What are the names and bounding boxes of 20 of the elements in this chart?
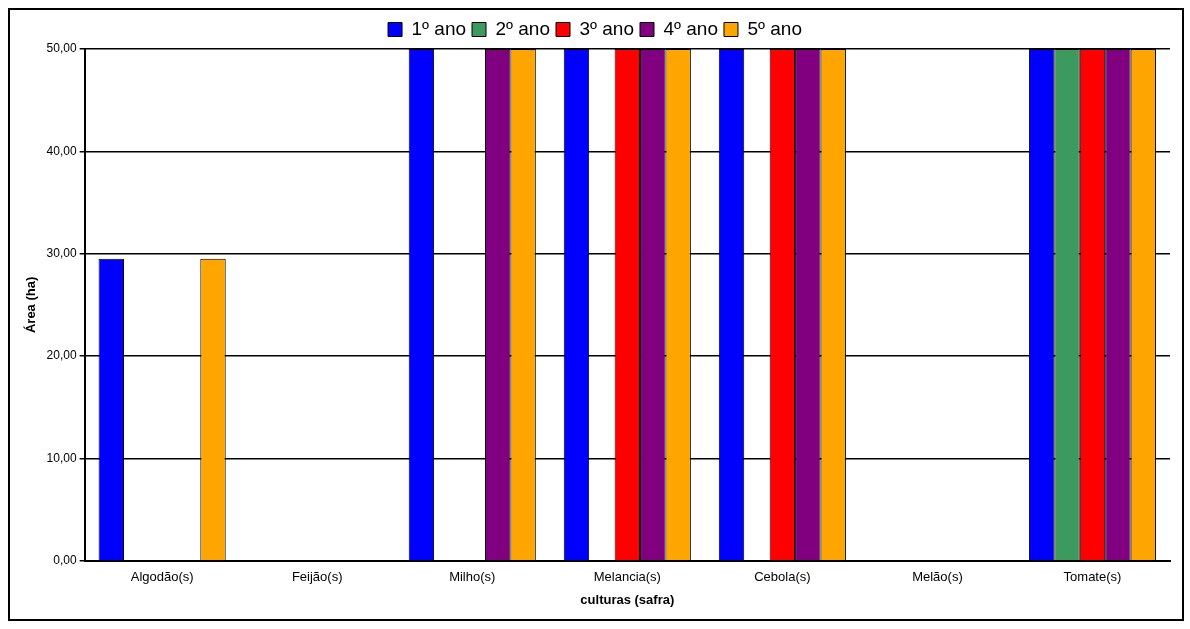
x-tick-label: Melancia(s) bbox=[593, 569, 661, 585]
x-tick-label: Melão(s) bbox=[912, 569, 963, 585]
y-tick-label: 10,00 bbox=[46, 450, 77, 465]
y-tick-label: 0,00 bbox=[53, 553, 77, 568]
legend-label: 1º ano bbox=[411, 17, 467, 39]
y-tick-label: 30,00 bbox=[46, 246, 77, 261]
y-axis-title: Área (ha) bbox=[23, 276, 39, 334]
legend-label: 2º ano bbox=[495, 17, 551, 39]
x-tick-label: Feijão(s) bbox=[291, 569, 343, 585]
y-tick-label: 40,00 bbox=[46, 143, 77, 158]
legend-label: 4º ano bbox=[663, 17, 718, 39]
y-tick-label: 20,00 bbox=[46, 348, 77, 363]
x-axis-title: culturas (safra) bbox=[580, 591, 675, 607]
x-tick-label: Algodão(s) bbox=[130, 569, 194, 585]
x-tick-label: Cebola(s) bbox=[754, 569, 811, 585]
legend-label: 3º ano bbox=[579, 17, 635, 39]
x-tick-label: Milho(s) bbox=[449, 569, 496, 585]
y-tick-label: 50,00 bbox=[46, 41, 77, 56]
legend-label: 5º ano bbox=[747, 17, 802, 39]
x-tick-label: Tomate(s) bbox=[1063, 569, 1122, 585]
